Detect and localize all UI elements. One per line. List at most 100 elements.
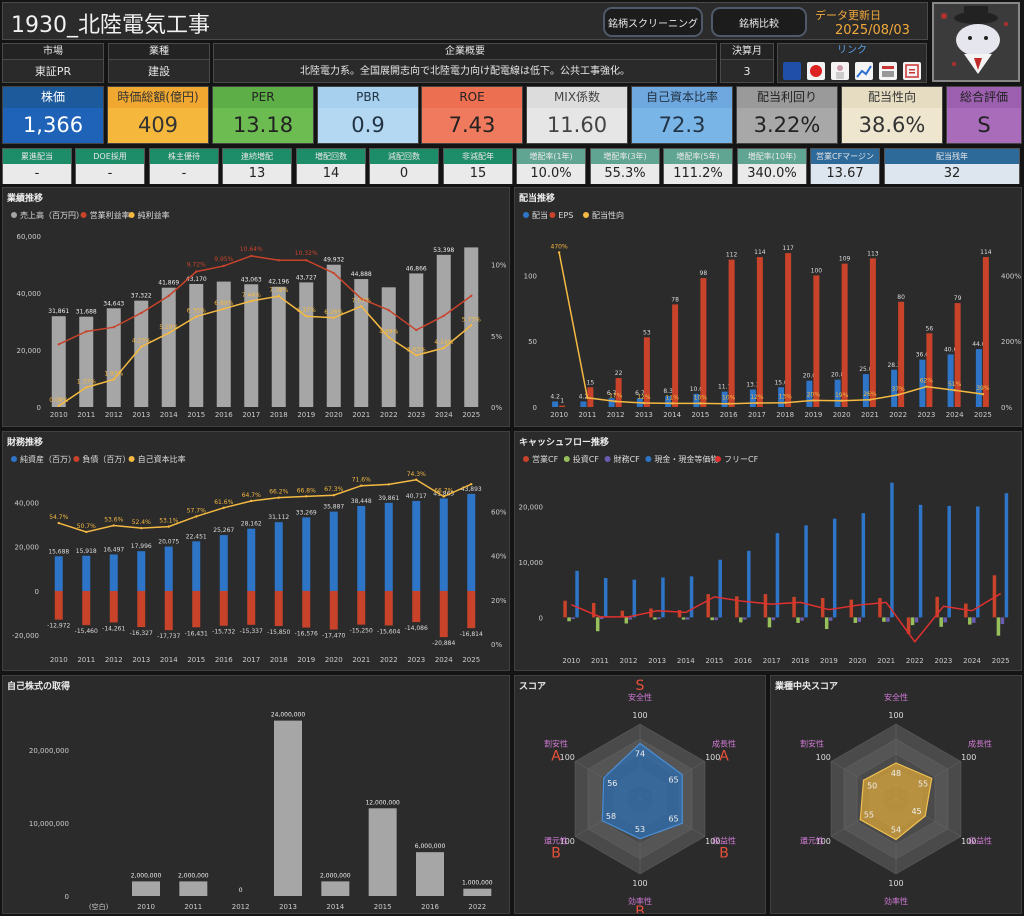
payout-point — [896, 393, 900, 397]
cf-bar — [661, 577, 665, 618]
kpi-value: 1,366 — [3, 108, 103, 143]
x-tick: 2024 — [963, 657, 981, 665]
cf-bar — [649, 608, 653, 618]
dividend-bar — [721, 391, 728, 407]
net-margin-point — [85, 386, 88, 389]
yutai-link[interactable] — [903, 62, 921, 80]
x-tick: 2014 — [677, 657, 695, 665]
sales-label: 31,861 — [48, 308, 69, 315]
stat-label: 増配率(5年) — [664, 149, 732, 164]
eps-bar — [813, 275, 820, 407]
x-tick: 2010 — [550, 411, 568, 419]
cf-bar — [878, 597, 882, 618]
x-tick: 2011 — [578, 411, 596, 419]
buyback-bar — [416, 852, 444, 896]
ir-bank-link[interactable] — [783, 62, 801, 80]
sales-bar — [244, 284, 259, 407]
cf-bar — [943, 617, 947, 623]
y2-tick: 40% — [491, 553, 507, 561]
x-tick: 2013 — [648, 657, 666, 665]
buyback-bar — [274, 720, 302, 896]
stat-value: - — [150, 164, 218, 184]
market-box: 市場 東証PR — [2, 43, 104, 83]
radar-value: 58 — [606, 812, 616, 821]
radar-area — [859, 762, 933, 841]
chart-link[interactable] — [855, 62, 873, 80]
y2-tick: 400% — [1001, 272, 1021, 280]
cf-title: キャッシュフロー推移 — [519, 438, 610, 448]
radar-max: 100 — [705, 753, 720, 762]
legend-label: 純資産（百万） — [20, 454, 76, 464]
radar-grade: A — [719, 749, 729, 765]
stat-label: DOE採用 — [76, 149, 144, 164]
op-margin-point — [57, 343, 60, 346]
cf-bar — [832, 518, 837, 618]
debt-bar — [384, 590, 393, 626]
stat-9: 増配率(5年) 111.2% — [663, 148, 733, 184]
fiscal-box: 決算月 3 — [720, 43, 774, 83]
x-tick: 2020 — [833, 411, 851, 419]
debt-bar — [54, 590, 63, 620]
sales-bar — [134, 300, 149, 407]
kpi-label: 自己資本比率 — [632, 87, 732, 108]
eps-label: 100 — [811, 267, 823, 274]
legend-dot — [523, 212, 529, 218]
eps-label: 53 — [643, 329, 651, 336]
buyback-chart: 0 10,000,000 20,000,000 (空白) 2,000,000 2010 2,… — [29, 712, 493, 911]
dividend-bar — [608, 398, 615, 407]
kabutan-link[interactable] — [807, 62, 825, 80]
dividend-bar — [975, 349, 982, 407]
debt-bar — [82, 590, 91, 626]
cf-bar — [632, 579, 637, 618]
equity-ratio-point — [85, 530, 88, 534]
legend-dot — [715, 456, 721, 462]
stat-label: 増配率(10年) — [738, 149, 806, 164]
sales-label: 49,932 — [323, 257, 344, 264]
equity-ratio-point — [470, 482, 473, 486]
compare-button[interactable]: 銘柄比較 — [711, 7, 807, 37]
debt-label: -14,261 — [102, 625, 125, 632]
margin-label: 5.19% — [159, 324, 178, 331]
equity-ratio-point — [332, 494, 335, 497]
payout-label: 10% — [722, 395, 736, 402]
stat-label: 増配回数 — [297, 149, 365, 164]
payout-point — [642, 401, 646, 405]
screening-button[interactable]: 銘柄スクリーニング — [603, 7, 703, 37]
cf-bar — [939, 617, 943, 627]
eps-label: 112 — [726, 252, 738, 259]
stat-2: 株主優待 - — [149, 148, 219, 184]
links-box: リンク — [777, 43, 927, 83]
dividend-bar — [919, 359, 926, 407]
x-tick: 2020 — [325, 656, 343, 664]
radar-max: 100 — [888, 879, 903, 888]
equity-ratio-label: 66.2% — [269, 489, 288, 496]
op-margin-line — [58, 255, 472, 345]
cf-bar — [747, 550, 751, 618]
payout-point — [925, 385, 928, 388]
radar-value: 55 — [864, 811, 874, 820]
radar-max: 100 — [816, 837, 831, 846]
legend-dot — [73, 456, 80, 462]
stat-8: 増配率(3年) 55.3% — [590, 148, 660, 184]
dividend-bar — [693, 393, 700, 407]
table-link[interactable] — [879, 62, 897, 80]
payout-label: 37% — [891, 386, 905, 393]
person-link[interactable] — [831, 62, 849, 80]
buyback-label: 6,000,000 — [415, 843, 446, 850]
stat-value: 340.0% — [738, 164, 806, 184]
x-tick: 2017 — [763, 657, 781, 665]
cf-bar — [681, 617, 686, 620]
fin-title: 財務推移 — [7, 438, 44, 448]
cf-bar — [968, 617, 972, 625]
equity-label: 20,075 — [158, 539, 179, 546]
x-tick: 2011 — [184, 903, 202, 911]
x-tick: 2011 — [77, 656, 95, 664]
cf-bar — [718, 559, 722, 618]
cf-bar — [771, 617, 776, 621]
y2-tick: 5% — [491, 333, 502, 341]
equity-ratio-line — [58, 478, 472, 533]
margin-label: 4.89% — [379, 328, 398, 335]
radar-grade: B — [719, 846, 729, 862]
cf-bar — [563, 600, 567, 618]
payout-point — [557, 251, 561, 254]
